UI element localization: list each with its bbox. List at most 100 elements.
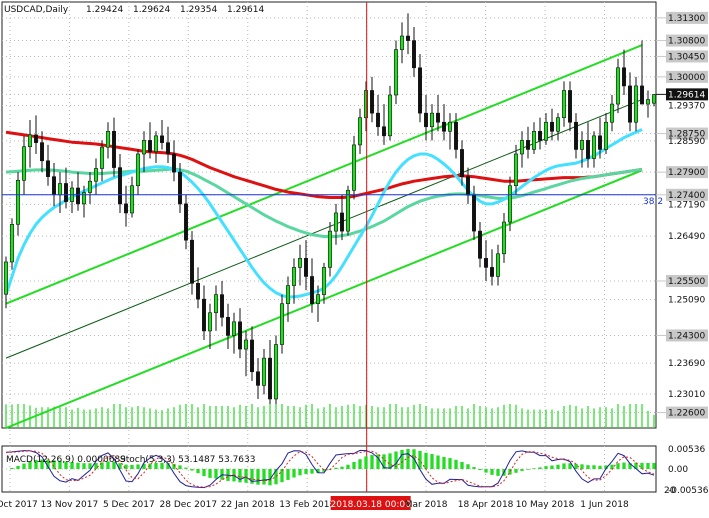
macd-hist-104 [628,463,632,469]
candle-body-23 [142,140,146,155]
candle-body-94 [568,90,572,123]
macd-hist-87 [526,469,530,470]
candle-body-26 [160,135,164,143]
macd-hist-56 [340,466,344,469]
macd-hist-67 [406,449,410,469]
candle-body-67 [406,35,410,41]
macd-hist-22 [136,464,140,469]
chart-header: USDCAD,Daily 1.29424 1.29624 1.29354 1.2… [4,5,264,15]
candle-body-14 [88,180,92,193]
macd-hist-97 [586,465,590,469]
date-label-0: 20 Oct 2017 [0,500,38,510]
macd-hist-45 [274,469,278,485]
macd-hist-107 [646,463,650,469]
candle-body-65 [394,49,398,96]
date-label-2: 5 Dec 2017 [103,500,155,510]
macd-hist-4 [28,461,32,469]
date-marker-label: 2018.03.18 00:00 [331,500,412,510]
oscillator-panel [2,449,656,489]
candle-body-81 [490,267,494,277]
macd-hist-105 [634,462,638,469]
candle-body-51 [310,276,314,304]
candle-body-77 [466,176,470,196]
macd-hist-27 [166,463,170,469]
candle-body-30 [184,203,188,241]
price-label-12: 1.25500 [668,277,705,287]
macd-hist-29 [178,465,182,469]
candle-body-52 [316,294,320,304]
macd-hist-2 [16,465,20,469]
macd-hist-85 [514,469,518,473]
macd-hist-16 [100,462,104,469]
candle-body-66 [400,35,404,50]
macd-hist-88 [532,468,536,469]
macd-hist-24 [148,463,152,469]
candle-body-71 [430,112,434,128]
candle-body-3 [22,146,26,181]
macd-hist-5 [34,460,38,469]
candle-body-92 [556,117,560,132]
candle-body-8 [52,176,56,196]
macd-hist-66 [400,449,404,469]
candle-body-87 [526,140,530,150]
macd-hist-18 [112,461,116,469]
macd-hist-77 [466,464,470,469]
moving-average-1 [5,167,643,238]
stoch-label: Stoch(5,3,3) 53.1487 53.7633 [120,455,255,465]
macd-hist-93 [562,463,566,469]
macd-hist-34 [208,469,212,478]
macd-hist-90 [544,466,548,469]
macd-hist-48 [292,469,296,478]
price-label-box-17 [666,406,708,419]
macd-hist-17 [106,461,110,469]
date-label-3: 28 Dec 2017 [160,500,218,510]
candle-body-18 [112,130,116,168]
macd-hist-60 [364,456,368,469]
macd-hist-79 [478,469,482,471]
macd-hist-61 [370,454,374,469]
candle-body-104 [628,85,632,123]
price-label-1: 1.30800 [668,37,705,47]
macd-hist-25 [154,463,158,469]
candle-body-20 [124,203,128,214]
candle-body-56 [340,212,344,232]
macd-hist-64 [388,453,392,469]
macd-hist-62 [376,454,380,469]
candle-body-101 [610,103,614,123]
price-label-box-9 [666,188,708,201]
osc-label-1: 0.00 [668,465,688,475]
price-label-box-4 [666,88,708,101]
price-label-10: 1.27190 [668,200,705,210]
price-label-15: 1.23690 [668,359,705,369]
macd-hist-41 [250,469,254,484]
candle-body-79 [478,230,482,259]
reference-lines [2,2,656,492]
candle-body-2 [16,179,20,225]
header-symbol: USDCAD,Daily [4,5,69,15]
candle-body-36 [220,294,224,318]
candle-body-80 [484,258,488,268]
macd-hist-20 [124,464,128,469]
macd-hist-98 [592,465,596,469]
candle-body-83 [502,221,506,255]
macd-hist-35 [214,469,218,479]
price-label-box-12 [666,275,708,288]
candle-body-96 [580,140,584,150]
candle-body-98 [592,135,596,159]
candle-body-105 [634,85,638,123]
candle-body-91 [550,121,554,132]
price-label-5: 1.29370 [668,101,705,111]
macd-hist-42 [256,469,260,485]
macd-hist-86 [520,469,524,471]
price-panel-frame [1,1,657,429]
macd-hist-82 [496,469,500,476]
price-label-box-6 [666,127,708,140]
candle-body-13 [82,192,86,205]
macd-hist-50 [304,469,308,474]
candle-body-88 [532,130,536,150]
candle-body-19 [118,167,122,205]
candle-body-0 [4,261,8,295]
macd-hist-28 [172,463,176,469]
